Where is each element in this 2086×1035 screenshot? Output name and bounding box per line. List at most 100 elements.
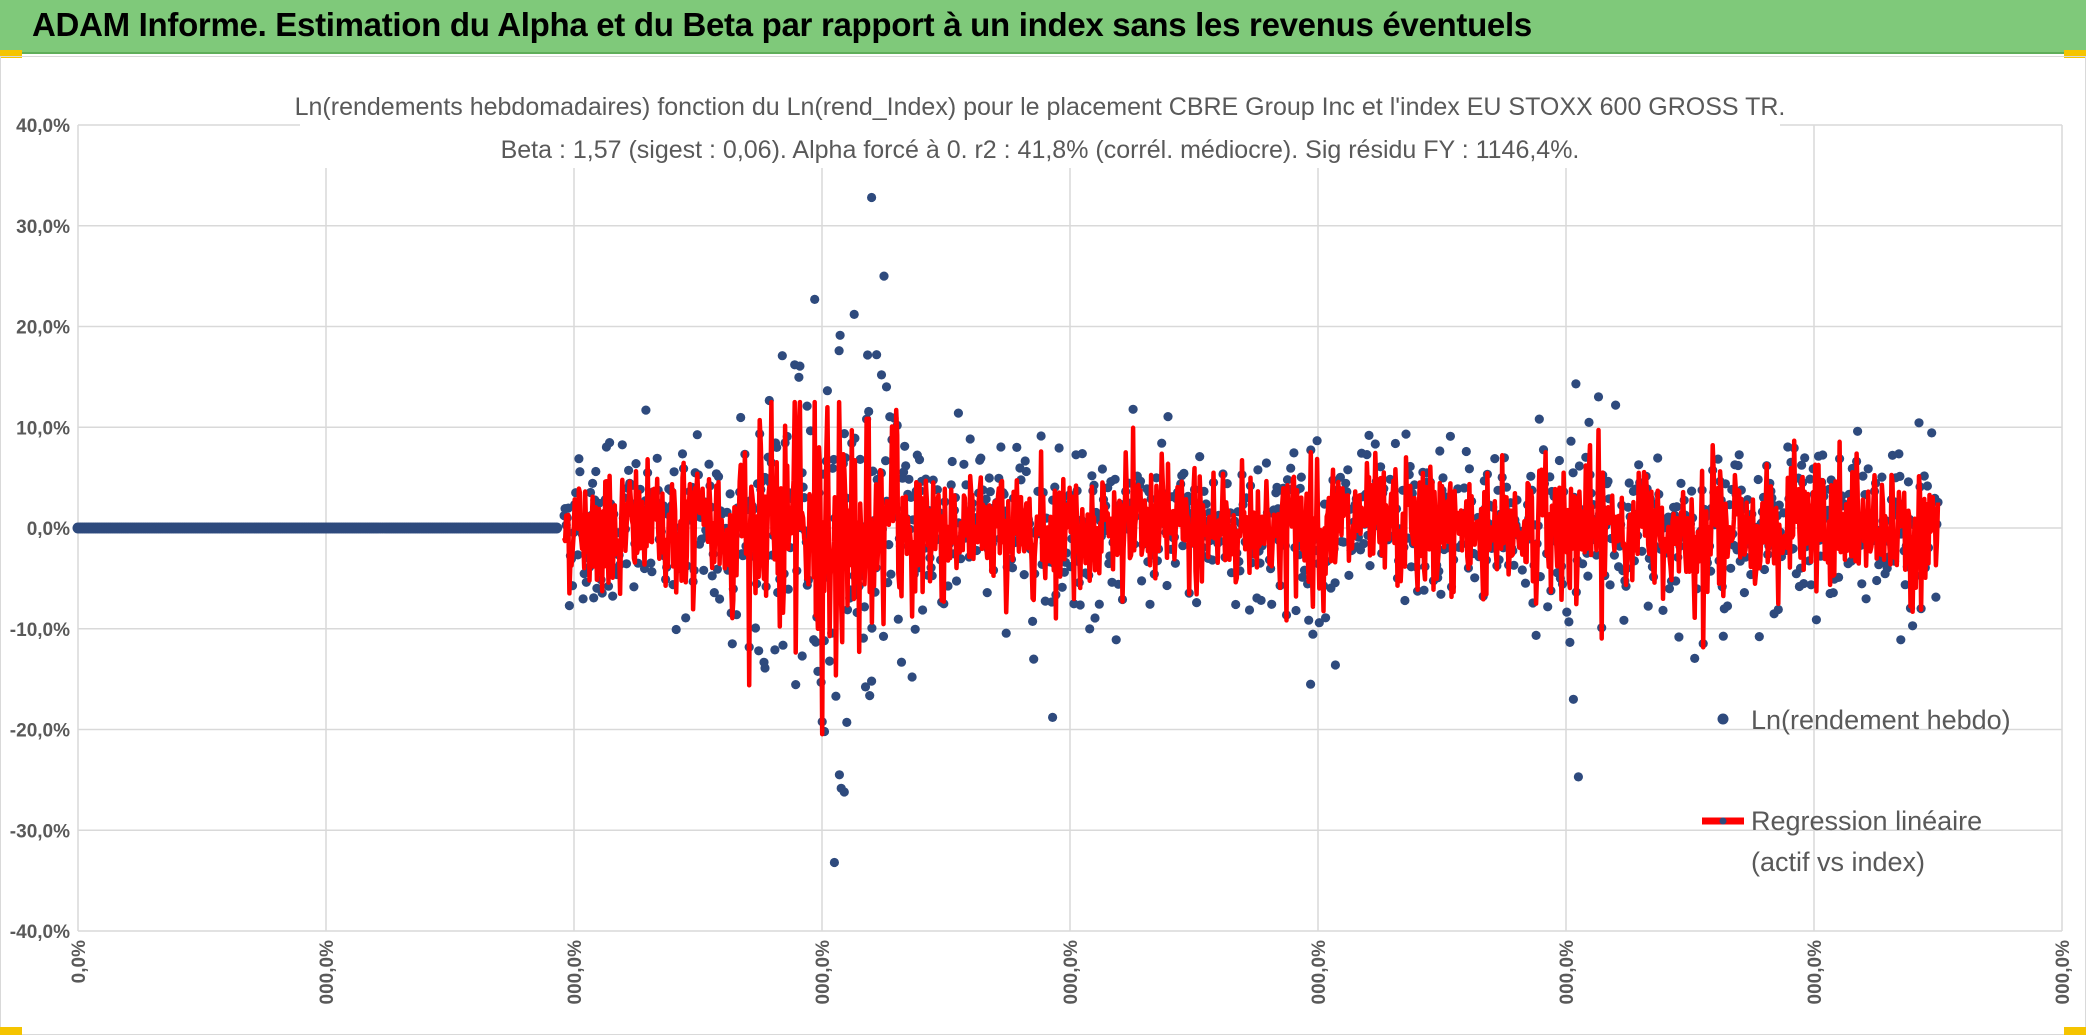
data-point bbox=[900, 441, 910, 451]
data-point bbox=[1896, 635, 1906, 645]
data-point bbox=[677, 449, 688, 459]
x-tick-label: 000,0% bbox=[813, 940, 834, 1005]
chart-subtitle: Beta : 1,57 (sigest : 0,06). Alpha forcé… bbox=[501, 136, 1580, 164]
data-point bbox=[951, 576, 962, 586]
data-point bbox=[881, 382, 892, 392]
data-point bbox=[1464, 464, 1474, 474]
data-point bbox=[1653, 453, 1663, 463]
data-point bbox=[1048, 712, 1058, 723]
data-point bbox=[860, 682, 871, 692]
data-point bbox=[1566, 436, 1576, 446]
x-tick-label: 000,0% bbox=[1805, 940, 1826, 1005]
data-point bbox=[1195, 452, 1205, 462]
data-point bbox=[1811, 615, 1821, 625]
data-point bbox=[1573, 772, 1583, 782]
data-point bbox=[631, 459, 641, 469]
data-point bbox=[1267, 599, 1277, 609]
data-point bbox=[1157, 438, 1167, 448]
data-point bbox=[901, 461, 911, 471]
data-point bbox=[811, 637, 821, 647]
data-point bbox=[1057, 582, 1067, 592]
data-point bbox=[652, 453, 662, 463]
data-point bbox=[1151, 473, 1161, 483]
data-point bbox=[1306, 679, 1316, 689]
data-point bbox=[1253, 465, 1263, 475]
data-point bbox=[1634, 460, 1644, 470]
data-point bbox=[1643, 601, 1653, 611]
data-point bbox=[575, 467, 585, 477]
y-tick-label: 10,0% bbox=[16, 418, 70, 439]
data-point bbox=[1012, 442, 1022, 452]
data-point bbox=[579, 569, 589, 579]
x-tick-label: 000,0% bbox=[1061, 940, 1082, 1005]
data-point bbox=[1861, 594, 1871, 604]
data-point bbox=[1658, 605, 1668, 616]
data-point bbox=[1605, 580, 1615, 590]
data-point bbox=[878, 631, 889, 642]
data-point bbox=[1828, 588, 1838, 598]
data-point bbox=[1179, 468, 1189, 478]
data-point bbox=[692, 430, 702, 440]
data-point bbox=[713, 472, 724, 482]
data-point bbox=[1753, 474, 1763, 485]
data-point bbox=[1574, 461, 1584, 471]
data-point bbox=[589, 593, 599, 603]
data-point bbox=[865, 691, 875, 701]
data-point bbox=[641, 405, 651, 415]
data-point bbox=[1436, 589, 1446, 599]
data-point bbox=[736, 412, 746, 423]
data-point bbox=[1611, 400, 1621, 410]
data-point bbox=[1863, 464, 1873, 474]
data-point bbox=[1726, 563, 1736, 573]
data-point bbox=[1077, 449, 1087, 459]
data-point bbox=[1296, 472, 1306, 482]
data-point bbox=[1543, 602, 1553, 612]
data-point bbox=[959, 459, 969, 469]
data-point bbox=[1895, 471, 1905, 481]
data-point bbox=[802, 401, 812, 411]
data-point bbox=[864, 406, 874, 417]
x-tick-label: 000,0% bbox=[317, 940, 338, 1005]
data-point bbox=[715, 594, 725, 604]
data-point bbox=[1312, 436, 1322, 446]
data-point bbox=[1304, 615, 1314, 625]
x-tick-label: 000,0% bbox=[1557, 940, 1578, 1005]
data-point bbox=[867, 676, 877, 686]
data-point bbox=[946, 480, 956, 490]
data-point bbox=[1672, 502, 1682, 512]
data-point bbox=[1007, 563, 1018, 573]
data-point bbox=[1162, 580, 1172, 591]
data-point bbox=[1914, 418, 1924, 428]
data-point bbox=[603, 581, 614, 591]
data-point bbox=[1490, 454, 1500, 464]
legend-label-regression-line2: (actif vs index) bbox=[1751, 847, 1925, 877]
data-point bbox=[907, 672, 917, 682]
data-point bbox=[1674, 632, 1684, 642]
data-point bbox=[834, 770, 845, 780]
data-point bbox=[1364, 430, 1374, 440]
data-point bbox=[778, 640, 788, 650]
corner-marker-bottom-left bbox=[0, 1027, 22, 1035]
data-point bbox=[867, 192, 877, 203]
data-point bbox=[849, 309, 859, 319]
x-tick-label: 000,0% bbox=[2053, 940, 2074, 1005]
data-point bbox=[1029, 654, 1039, 664]
data-point bbox=[839, 787, 849, 797]
data-point bbox=[727, 639, 737, 649]
data-point bbox=[699, 565, 709, 576]
data-point bbox=[1110, 474, 1120, 484]
data-point bbox=[794, 372, 804, 382]
data-point bbox=[1877, 472, 1887, 482]
data-point bbox=[1321, 613, 1331, 623]
data-point bbox=[829, 857, 840, 868]
data-point bbox=[981, 494, 991, 504]
data-point bbox=[1192, 598, 1202, 608]
data-point bbox=[1291, 605, 1301, 616]
data-point bbox=[828, 463, 838, 473]
header-banner: ADAM Informe. Estimation du Alpha et du … bbox=[0, 0, 2086, 54]
data-point bbox=[1261, 458, 1271, 468]
data-point bbox=[1306, 445, 1316, 455]
data-point bbox=[1419, 585, 1429, 595]
data-point bbox=[1244, 605, 1255, 615]
data-point bbox=[709, 588, 719, 598]
